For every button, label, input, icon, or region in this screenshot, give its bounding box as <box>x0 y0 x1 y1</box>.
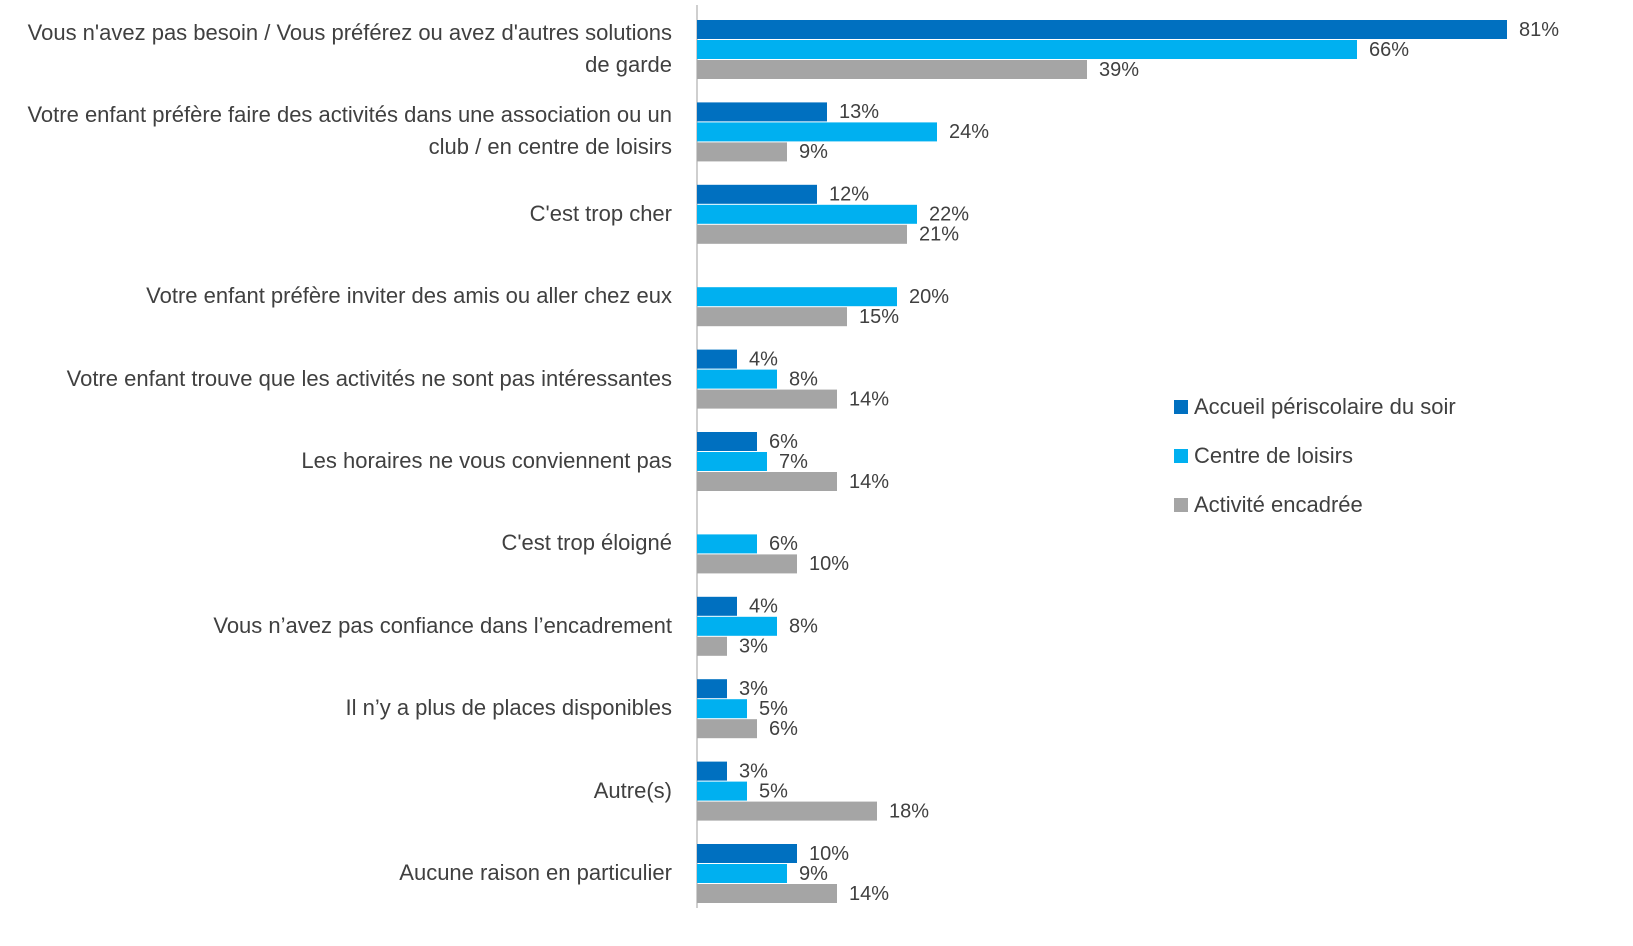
value-label: 3% <box>739 678 768 700</box>
value-label: 5% <box>759 698 788 720</box>
legend-label: Centre de loisirs <box>1194 443 1353 468</box>
category-label: Vous n'avez pas besoin / Vous préférez o… <box>27 20 672 77</box>
value-label: 4% <box>749 596 778 618</box>
value-label: 10% <box>809 843 849 865</box>
bar <box>697 534 757 554</box>
bar <box>697 40 1357 59</box>
value-label: 24% <box>949 121 989 143</box>
value-label: 66% <box>1369 39 1409 61</box>
value-label: 6% <box>769 533 798 555</box>
bar <box>697 369 777 389</box>
bar <box>697 307 847 327</box>
value-label: 13% <box>839 101 879 123</box>
bar <box>697 761 727 781</box>
bar <box>697 452 767 471</box>
category-label: Votre enfant trouve que les activités ne… <box>66 365 672 391</box>
value-label: 4% <box>749 348 778 370</box>
category-label: C'est trop cher <box>529 200 672 226</box>
value-label: 20% <box>909 286 949 308</box>
value-label: 15% <box>859 306 899 328</box>
bar <box>697 204 917 224</box>
bar <box>697 432 757 451</box>
bar <box>697 184 817 204</box>
value-label: 6% <box>769 718 798 740</box>
category-label: Aucune raison en particulier <box>399 860 672 885</box>
value-label: 6% <box>769 431 798 453</box>
value-label: 10% <box>809 553 849 575</box>
value-label: 81% <box>1519 19 1559 41</box>
bar <box>697 122 937 142</box>
bar <box>697 60 1087 79</box>
category-label: Votre enfant préfère faire des activités… <box>27 102 672 160</box>
bar <box>697 596 737 616</box>
value-label: 14% <box>849 471 889 493</box>
category-label: Autre(s) <box>593 777 672 803</box>
value-label: 21% <box>919 224 959 246</box>
legend-swatch <box>1174 449 1188 463</box>
category-label: Votre enfant préfère inviter des amis ou… <box>146 283 672 309</box>
legend-label: Activité encadrée <box>1194 492 1363 517</box>
bar <box>697 636 727 656</box>
legend-label: Accueil périscolaire du soir <box>1194 394 1456 419</box>
value-label: 14% <box>849 883 889 905</box>
bar <box>697 616 777 636</box>
value-label: 8% <box>789 368 818 390</box>
bar <box>697 699 747 719</box>
legend-swatch <box>1174 400 1188 414</box>
category-label: C'est trop éloigné <box>501 530 672 556</box>
value-label: 18% <box>889 800 929 822</box>
bar <box>697 679 727 699</box>
bar <box>697 844 797 863</box>
value-label: 12% <box>829 184 869 206</box>
bar <box>697 884 837 903</box>
legend-swatch <box>1174 498 1188 512</box>
category-label: Les horaires ne vous conviennent pas <box>301 448 672 473</box>
bar <box>697 472 837 491</box>
value-label: 5% <box>759 780 788 802</box>
value-label: 39% <box>1099 59 1139 81</box>
value-label: 14% <box>849 388 889 410</box>
bar <box>697 864 787 883</box>
value-label: 22% <box>929 204 969 226</box>
bar <box>697 102 827 122</box>
value-label: 7% <box>779 451 808 473</box>
value-label: 9% <box>799 863 828 885</box>
bar <box>697 142 787 162</box>
bar <box>697 20 1507 39</box>
bar <box>697 719 757 739</box>
category-label: Il n’y a plus de places disponibles <box>345 695 672 721</box>
bar <box>697 287 897 307</box>
bar <box>697 554 797 574</box>
value-label: 3% <box>739 760 768 782</box>
category-label: Vous n’avez pas confiance dans l’encadre… <box>213 612 672 638</box>
value-label: 9% <box>799 141 828 163</box>
bar <box>697 349 737 369</box>
value-label: 3% <box>739 636 768 658</box>
bar <box>697 801 877 821</box>
bar <box>697 224 907 244</box>
bar <box>697 389 837 409</box>
value-label: 8% <box>789 616 818 638</box>
bar <box>697 781 747 801</box>
